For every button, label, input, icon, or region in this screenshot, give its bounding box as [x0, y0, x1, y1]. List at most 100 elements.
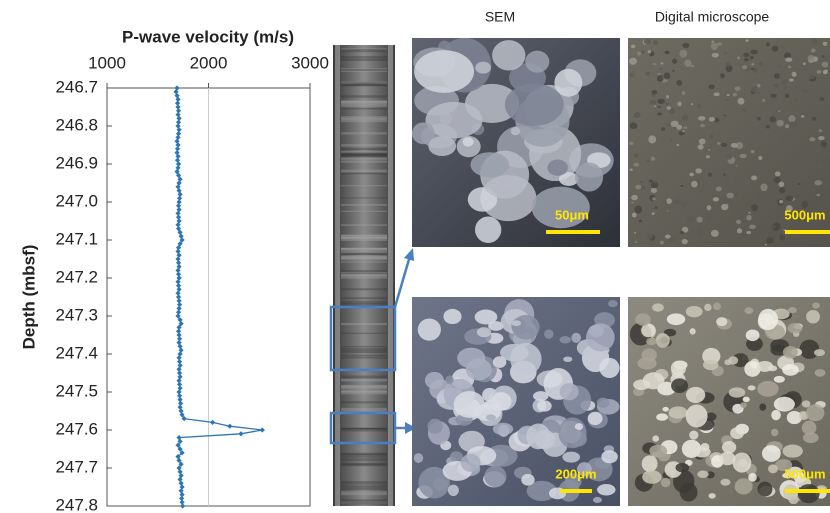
- grain: [708, 173, 712, 177]
- y-tick-label: 247.5: [55, 381, 98, 400]
- grain: [658, 106, 661, 108]
- data-point: [177, 386, 182, 391]
- data-point: [175, 165, 180, 170]
- grain: [720, 479, 730, 486]
- grain: [757, 92, 760, 94]
- grain: [493, 356, 507, 368]
- grain: [775, 171, 781, 176]
- grain: [751, 63, 754, 65]
- grain: [747, 207, 750, 209]
- grain: [771, 410, 781, 420]
- grain: [739, 154, 746, 158]
- grain: [445, 375, 453, 384]
- grain: [599, 358, 619, 378]
- grain: [827, 44, 829, 46]
- grain: [798, 484, 820, 503]
- core-streak: [341, 458, 387, 460]
- grain: [757, 381, 778, 397]
- grain: [686, 306, 703, 317]
- grain: [766, 42, 770, 46]
- grain: [631, 45, 636, 49]
- grain: [779, 235, 784, 241]
- grain: [631, 202, 634, 204]
- grain: [559, 336, 571, 343]
- grain: [802, 421, 817, 435]
- grain: [751, 86, 757, 92]
- grain: [661, 336, 668, 343]
- scale-label: 50μm: [555, 207, 589, 222]
- data-point: [177, 344, 182, 349]
- core-streak: [341, 355, 387, 357]
- grain: [786, 196, 794, 202]
- grain: [709, 117, 715, 122]
- grain: [770, 94, 777, 98]
- y-tick-label: 246.8: [55, 115, 98, 134]
- grain: [723, 173, 726, 175]
- grain: [759, 403, 766, 410]
- grain: [470, 152, 509, 177]
- grain: [789, 78, 794, 81]
- grain: [758, 156, 762, 160]
- grain: [654, 181, 657, 184]
- grain: [762, 99, 765, 102]
- grain: [708, 149, 710, 150]
- x-tick-label: 3000: [291, 53, 329, 72]
- grain: [743, 53, 749, 58]
- core-streak: [341, 161, 387, 163]
- grain: [697, 104, 701, 108]
- grain: [723, 199, 726, 201]
- grain: [667, 313, 685, 325]
- grain: [697, 471, 708, 478]
- core-streak: [341, 323, 387, 325]
- grain: [682, 130, 684, 132]
- core-edge: [335, 45, 340, 506]
- grain: [535, 430, 555, 450]
- grain: [673, 199, 681, 204]
- grain: [750, 50, 758, 55]
- grain: [706, 215, 712, 221]
- grain: [637, 51, 641, 55]
- core-streak: [341, 144, 387, 146]
- scale-line: [546, 230, 600, 234]
- grain: [706, 155, 710, 158]
- data-point: [174, 150, 179, 155]
- grain: [521, 474, 534, 486]
- grain: [822, 55, 825, 58]
- grain: [647, 233, 653, 239]
- data-point: [175, 123, 180, 128]
- grain: [749, 225, 756, 229]
- grain: [823, 70, 827, 74]
- data-point: [173, 89, 178, 94]
- grain: [782, 364, 799, 376]
- data-line: [176, 88, 262, 506]
- scale-label: 500μm: [784, 207, 825, 222]
- grain: [679, 50, 687, 58]
- grain: [418, 319, 441, 341]
- grain: [635, 241, 637, 243]
- core-streak: [341, 288, 387, 290]
- grain: [697, 217, 703, 223]
- core-streak: [341, 118, 387, 122]
- grain: [642, 455, 658, 472]
- data-point: [180, 503, 185, 508]
- grain: [734, 177, 739, 180]
- data-point: [177, 405, 182, 410]
- core-streak: [341, 56, 387, 58]
- scale-line: [560, 489, 592, 493]
- data-point: [176, 218, 181, 223]
- grain: [666, 198, 672, 204]
- grain: [801, 115, 804, 118]
- y-tick-label: 247.8: [55, 495, 98, 513]
- data-point: [180, 484, 185, 489]
- core-streak: [341, 152, 387, 155]
- grain: [703, 360, 719, 370]
- core-streak: [341, 185, 387, 186]
- data-point: [227, 424, 232, 429]
- grain: [748, 159, 751, 161]
- core-streak: [341, 49, 387, 52]
- grain: [724, 359, 731, 365]
- grain: [821, 141, 828, 147]
- core-streak: [341, 348, 387, 349]
- grain: [690, 328, 696, 334]
- grain: [700, 124, 705, 127]
